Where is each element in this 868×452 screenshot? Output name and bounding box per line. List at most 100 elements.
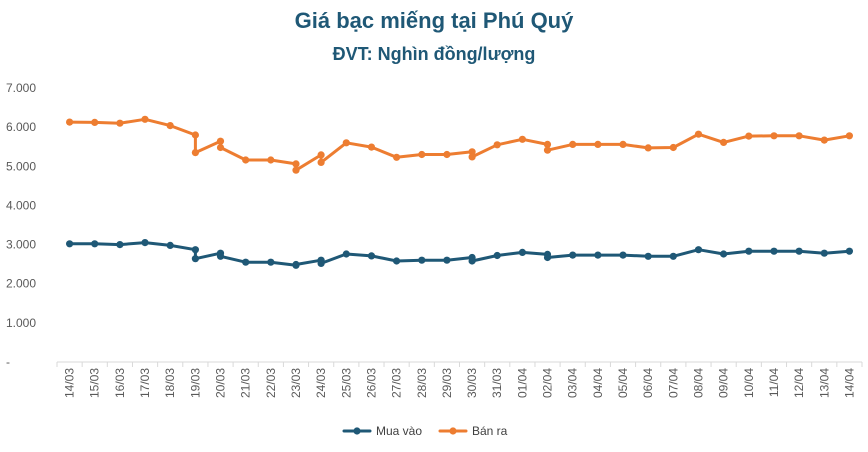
- x-tick-label: 04/04: [591, 368, 605, 398]
- data-point: [418, 256, 426, 264]
- data-point: [770, 247, 778, 255]
- data-point: [342, 139, 350, 147]
- x-tick-label: 18/03: [163, 368, 177, 398]
- data-point: [594, 251, 602, 259]
- data-point: [694, 130, 703, 138]
- x-tick-label: 21/03: [239, 368, 253, 398]
- data-point: [216, 252, 225, 260]
- legend-swatch-marker: [449, 427, 457, 435]
- y-tick-label: 1.000: [6, 316, 36, 330]
- x-tick-label: 22/03: [264, 368, 278, 398]
- data-point: [493, 251, 501, 260]
- data-point: [443, 150, 451, 159]
- data-point: [166, 122, 174, 130]
- data-point: [267, 156, 275, 164]
- x-tick-label: 28/03: [415, 368, 429, 398]
- data-point: [342, 250, 350, 258]
- x-tick-label: 29/03: [440, 368, 454, 398]
- x-tick-label: 30/03: [465, 368, 479, 398]
- chart-title: Giá bạc miếng tại Phú Quý: [294, 8, 574, 33]
- y-tick-label: 6.000: [6, 120, 36, 134]
- data-point: [191, 246, 199, 254]
- y-tick-label: 4.000: [6, 198, 36, 212]
- data-point: [91, 240, 99, 248]
- data-point: [795, 132, 803, 140]
- data-point: [66, 118, 74, 126]
- chart-subtitle: ĐVT: Nghìn đồng/lượng: [332, 44, 536, 64]
- y-tick-label: 5.000: [6, 159, 36, 173]
- x-tick-label: 23/03: [289, 368, 303, 398]
- data-point: [191, 149, 199, 157]
- x-tick-label: 06/04: [641, 368, 655, 398]
- data-point: [468, 148, 476, 156]
- data-point: [317, 158, 325, 166]
- data-point: [694, 246, 703, 254]
- x-tick-label: 10/04: [742, 368, 756, 398]
- data-point: [543, 146, 552, 154]
- x-tick-label: 19/03: [188, 368, 202, 398]
- data-point: [393, 257, 401, 265]
- data-point: [493, 141, 501, 149]
- x-tick-label: 12/04: [792, 368, 806, 398]
- data-point: [267, 258, 275, 266]
- data-point: [292, 260, 300, 269]
- data-point: [367, 143, 376, 151]
- data-point: [644, 252, 652, 260]
- data-point: [820, 249, 828, 257]
- data-point: [216, 143, 225, 152]
- data-point: [242, 258, 250, 266]
- data-point: [518, 248, 527, 256]
- data-point: [91, 118, 99, 126]
- data-point: [292, 166, 300, 174]
- series-line-1: [68, 117, 851, 172]
- x-tick-label: 14/04: [842, 368, 856, 398]
- data-point: [795, 247, 803, 255]
- data-point: [166, 241, 174, 249]
- data-point: [619, 251, 627, 259]
- x-tick-label: 08/04: [691, 368, 705, 398]
- data-point: [468, 153, 476, 161]
- x-tick-label: 15/03: [88, 368, 102, 398]
- x-tick-label: 03/04: [566, 368, 580, 398]
- data-point: [116, 119, 124, 127]
- y-tick-label: 3.000: [6, 238, 36, 252]
- data-point: [141, 115, 149, 123]
- x-tick-label: 20/03: [214, 368, 228, 398]
- data-point: [367, 252, 376, 260]
- y-tick-label: -: [6, 355, 10, 369]
- x-tick-label: 02/04: [541, 368, 555, 398]
- x-tick-label: 26/03: [364, 368, 378, 398]
- x-tick-label: 09/04: [717, 368, 731, 398]
- data-point: [191, 255, 199, 263]
- data-point: [191, 131, 199, 139]
- data-point: [216, 137, 225, 145]
- x-tick-label: 11/04: [767, 368, 781, 397]
- x-tick-label: 31/03: [490, 368, 504, 398]
- y-tick-label: 2.000: [6, 277, 36, 291]
- x-tick-label: 13/04: [817, 368, 831, 398]
- data-point: [845, 247, 854, 255]
- data-point: [594, 140, 602, 148]
- x-tick-label: 01/04: [515, 368, 529, 398]
- data-point: [116, 241, 124, 249]
- x-tick-label: 07/04: [666, 368, 680, 398]
- data-point: [468, 257, 476, 265]
- x-tick-label: 27/03: [390, 368, 404, 398]
- data-point: [393, 153, 401, 161]
- legend-label: Mua vào: [376, 424, 422, 438]
- data-point: [720, 250, 728, 258]
- data-point: [770, 132, 778, 140]
- data-point: [619, 140, 627, 148]
- x-tick-label: 17/03: [138, 368, 152, 398]
- data-point: [745, 132, 753, 140]
- data-point: [317, 151, 325, 159]
- data-point: [720, 138, 728, 146]
- data-point: [66, 240, 74, 248]
- x-tick-label: 24/03: [314, 368, 328, 398]
- data-point: [669, 252, 677, 260]
- legend-label: Bán ra: [472, 424, 508, 438]
- data-point: [569, 251, 577, 259]
- data-point: [418, 150, 426, 159]
- x-tick-label: 16/03: [113, 368, 127, 398]
- data-point: [569, 140, 577, 148]
